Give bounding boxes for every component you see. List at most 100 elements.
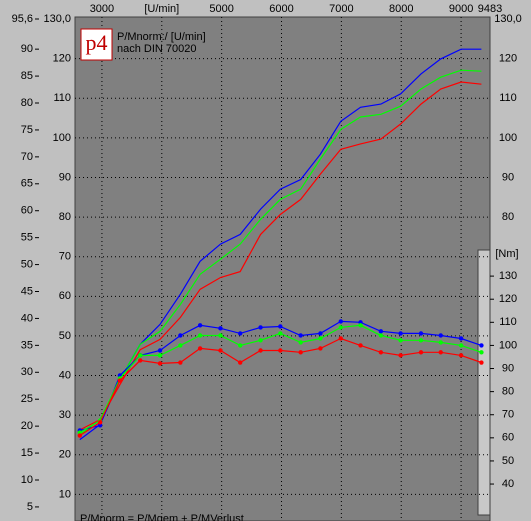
logo: p4 bbox=[86, 30, 108, 55]
data-point bbox=[378, 329, 384, 334]
data-point bbox=[218, 348, 223, 353]
data-point bbox=[479, 360, 484, 365]
ps-tick-label-right: 100 bbox=[499, 132, 517, 144]
data-point bbox=[458, 336, 464, 341]
y2-tick-label: 130 bbox=[499, 270, 517, 282]
series-line bbox=[79, 48, 482, 441]
chart-subtitle: nach DIN 70020 bbox=[117, 43, 197, 55]
data-point bbox=[97, 420, 103, 425]
data-point bbox=[358, 323, 363, 328]
data-point bbox=[138, 353, 143, 358]
ps-tick-label: 110 bbox=[53, 92, 71, 104]
x-tick-label: 5000 bbox=[209, 3, 233, 15]
chart-title: P/Mnorm:/ [U/min] bbox=[117, 31, 206, 43]
x-tick-label: [U/min] bbox=[144, 3, 179, 15]
y-tick-label: 75 bbox=[21, 124, 33, 136]
data-point bbox=[278, 324, 283, 329]
data-point bbox=[178, 343, 183, 348]
ps-tick-label: 100 bbox=[53, 132, 71, 144]
y-tick-label: 65 bbox=[21, 178, 33, 190]
series-line bbox=[79, 69, 482, 436]
ps-tick-label-right: 90 bbox=[502, 171, 514, 183]
x-tick-label: 6000 bbox=[269, 3, 293, 15]
data-point bbox=[178, 360, 183, 365]
x-tick-label: 8000 bbox=[389, 3, 413, 15]
y-tick-label: 25 bbox=[21, 393, 33, 405]
data-point bbox=[438, 333, 443, 338]
data-point bbox=[178, 333, 183, 338]
y-tick-label: 40 bbox=[21, 312, 33, 324]
y2-tick-label: 60 bbox=[502, 432, 514, 444]
data-point bbox=[258, 338, 263, 343]
torque-scale-bar bbox=[477, 249, 491, 516]
data-point bbox=[157, 353, 163, 358]
ps-tick-label: 90 bbox=[59, 171, 71, 183]
y-tick-label: 95,6 bbox=[12, 13, 33, 25]
ps-tick-label: 10 bbox=[59, 488, 71, 500]
y2-tick-label: 40 bbox=[502, 478, 514, 490]
ps-tick-label: 130,0 bbox=[43, 13, 71, 25]
y2-tick-label: 80 bbox=[502, 386, 514, 398]
y2-tick-label: 100 bbox=[499, 339, 517, 351]
y-tick-label: 45 bbox=[21, 285, 33, 297]
x-tick-label: 9483 bbox=[478, 3, 502, 15]
ps-tick-label-right: 130,0 bbox=[494, 13, 522, 25]
y-tick-label: 60 bbox=[21, 205, 33, 217]
footnote: P/Mnorm = P/Mgem + P/MVerlust bbox=[80, 513, 244, 521]
ps-tick-label: 80 bbox=[59, 211, 71, 223]
logo-box bbox=[80, 28, 113, 61]
y-tick-label: 20 bbox=[21, 420, 33, 432]
series-line bbox=[79, 81, 482, 431]
data-point bbox=[298, 333, 303, 338]
ps-tick-label: 40 bbox=[59, 369, 71, 381]
y-tick-label: 10 bbox=[21, 474, 33, 486]
x-tick-label: 7000 bbox=[329, 3, 353, 15]
data-point bbox=[218, 333, 223, 338]
ps-tick-label-right: 110 bbox=[499, 92, 517, 104]
data-point bbox=[338, 325, 343, 330]
data-point bbox=[197, 323, 203, 328]
data-point bbox=[318, 336, 323, 341]
y2-tick-label: 70 bbox=[502, 409, 514, 421]
data-point bbox=[238, 360, 243, 365]
data-point bbox=[378, 350, 384, 355]
data-point bbox=[238, 331, 243, 336]
y-tick-label: 30 bbox=[21, 366, 33, 378]
data-point bbox=[398, 353, 403, 358]
data-point bbox=[258, 325, 263, 330]
x-tick-label: 3000 bbox=[90, 3, 114, 15]
data-point bbox=[418, 331, 424, 336]
data-point bbox=[458, 343, 464, 348]
y-tick-label: 50 bbox=[21, 258, 33, 270]
data-point bbox=[318, 346, 323, 351]
y-tick-label: 90 bbox=[21, 43, 33, 55]
data-point bbox=[157, 348, 163, 353]
data-point bbox=[298, 350, 303, 355]
data-point bbox=[479, 343, 484, 348]
data-point bbox=[278, 331, 283, 336]
data-point bbox=[438, 340, 443, 345]
data-point bbox=[77, 433, 82, 438]
ps-tick-label: 30 bbox=[59, 409, 71, 421]
y2-tick-label: 120 bbox=[499, 293, 517, 305]
ps-tick-label: 60 bbox=[59, 290, 71, 302]
ps-tick-label: 70 bbox=[59, 251, 71, 263]
data-point bbox=[458, 353, 464, 358]
data-point bbox=[438, 350, 443, 355]
data-point bbox=[358, 343, 363, 348]
y-tick-label: 5 bbox=[27, 501, 33, 513]
data-point bbox=[218, 326, 223, 331]
data-point bbox=[117, 378, 123, 383]
y2-axis-label: [Nm] bbox=[495, 248, 518, 260]
ps-tick-label: 20 bbox=[59, 449, 71, 461]
y-tick-label: 85 bbox=[21, 70, 33, 82]
ps-tick-label-right: 120 bbox=[499, 53, 517, 65]
y-tick-label: 15 bbox=[21, 447, 33, 459]
data-point bbox=[418, 338, 424, 343]
y2-tick-label: 90 bbox=[502, 362, 514, 374]
data-point bbox=[298, 340, 303, 345]
data-point bbox=[338, 319, 343, 324]
data-point bbox=[238, 343, 243, 348]
data-point bbox=[479, 350, 484, 355]
